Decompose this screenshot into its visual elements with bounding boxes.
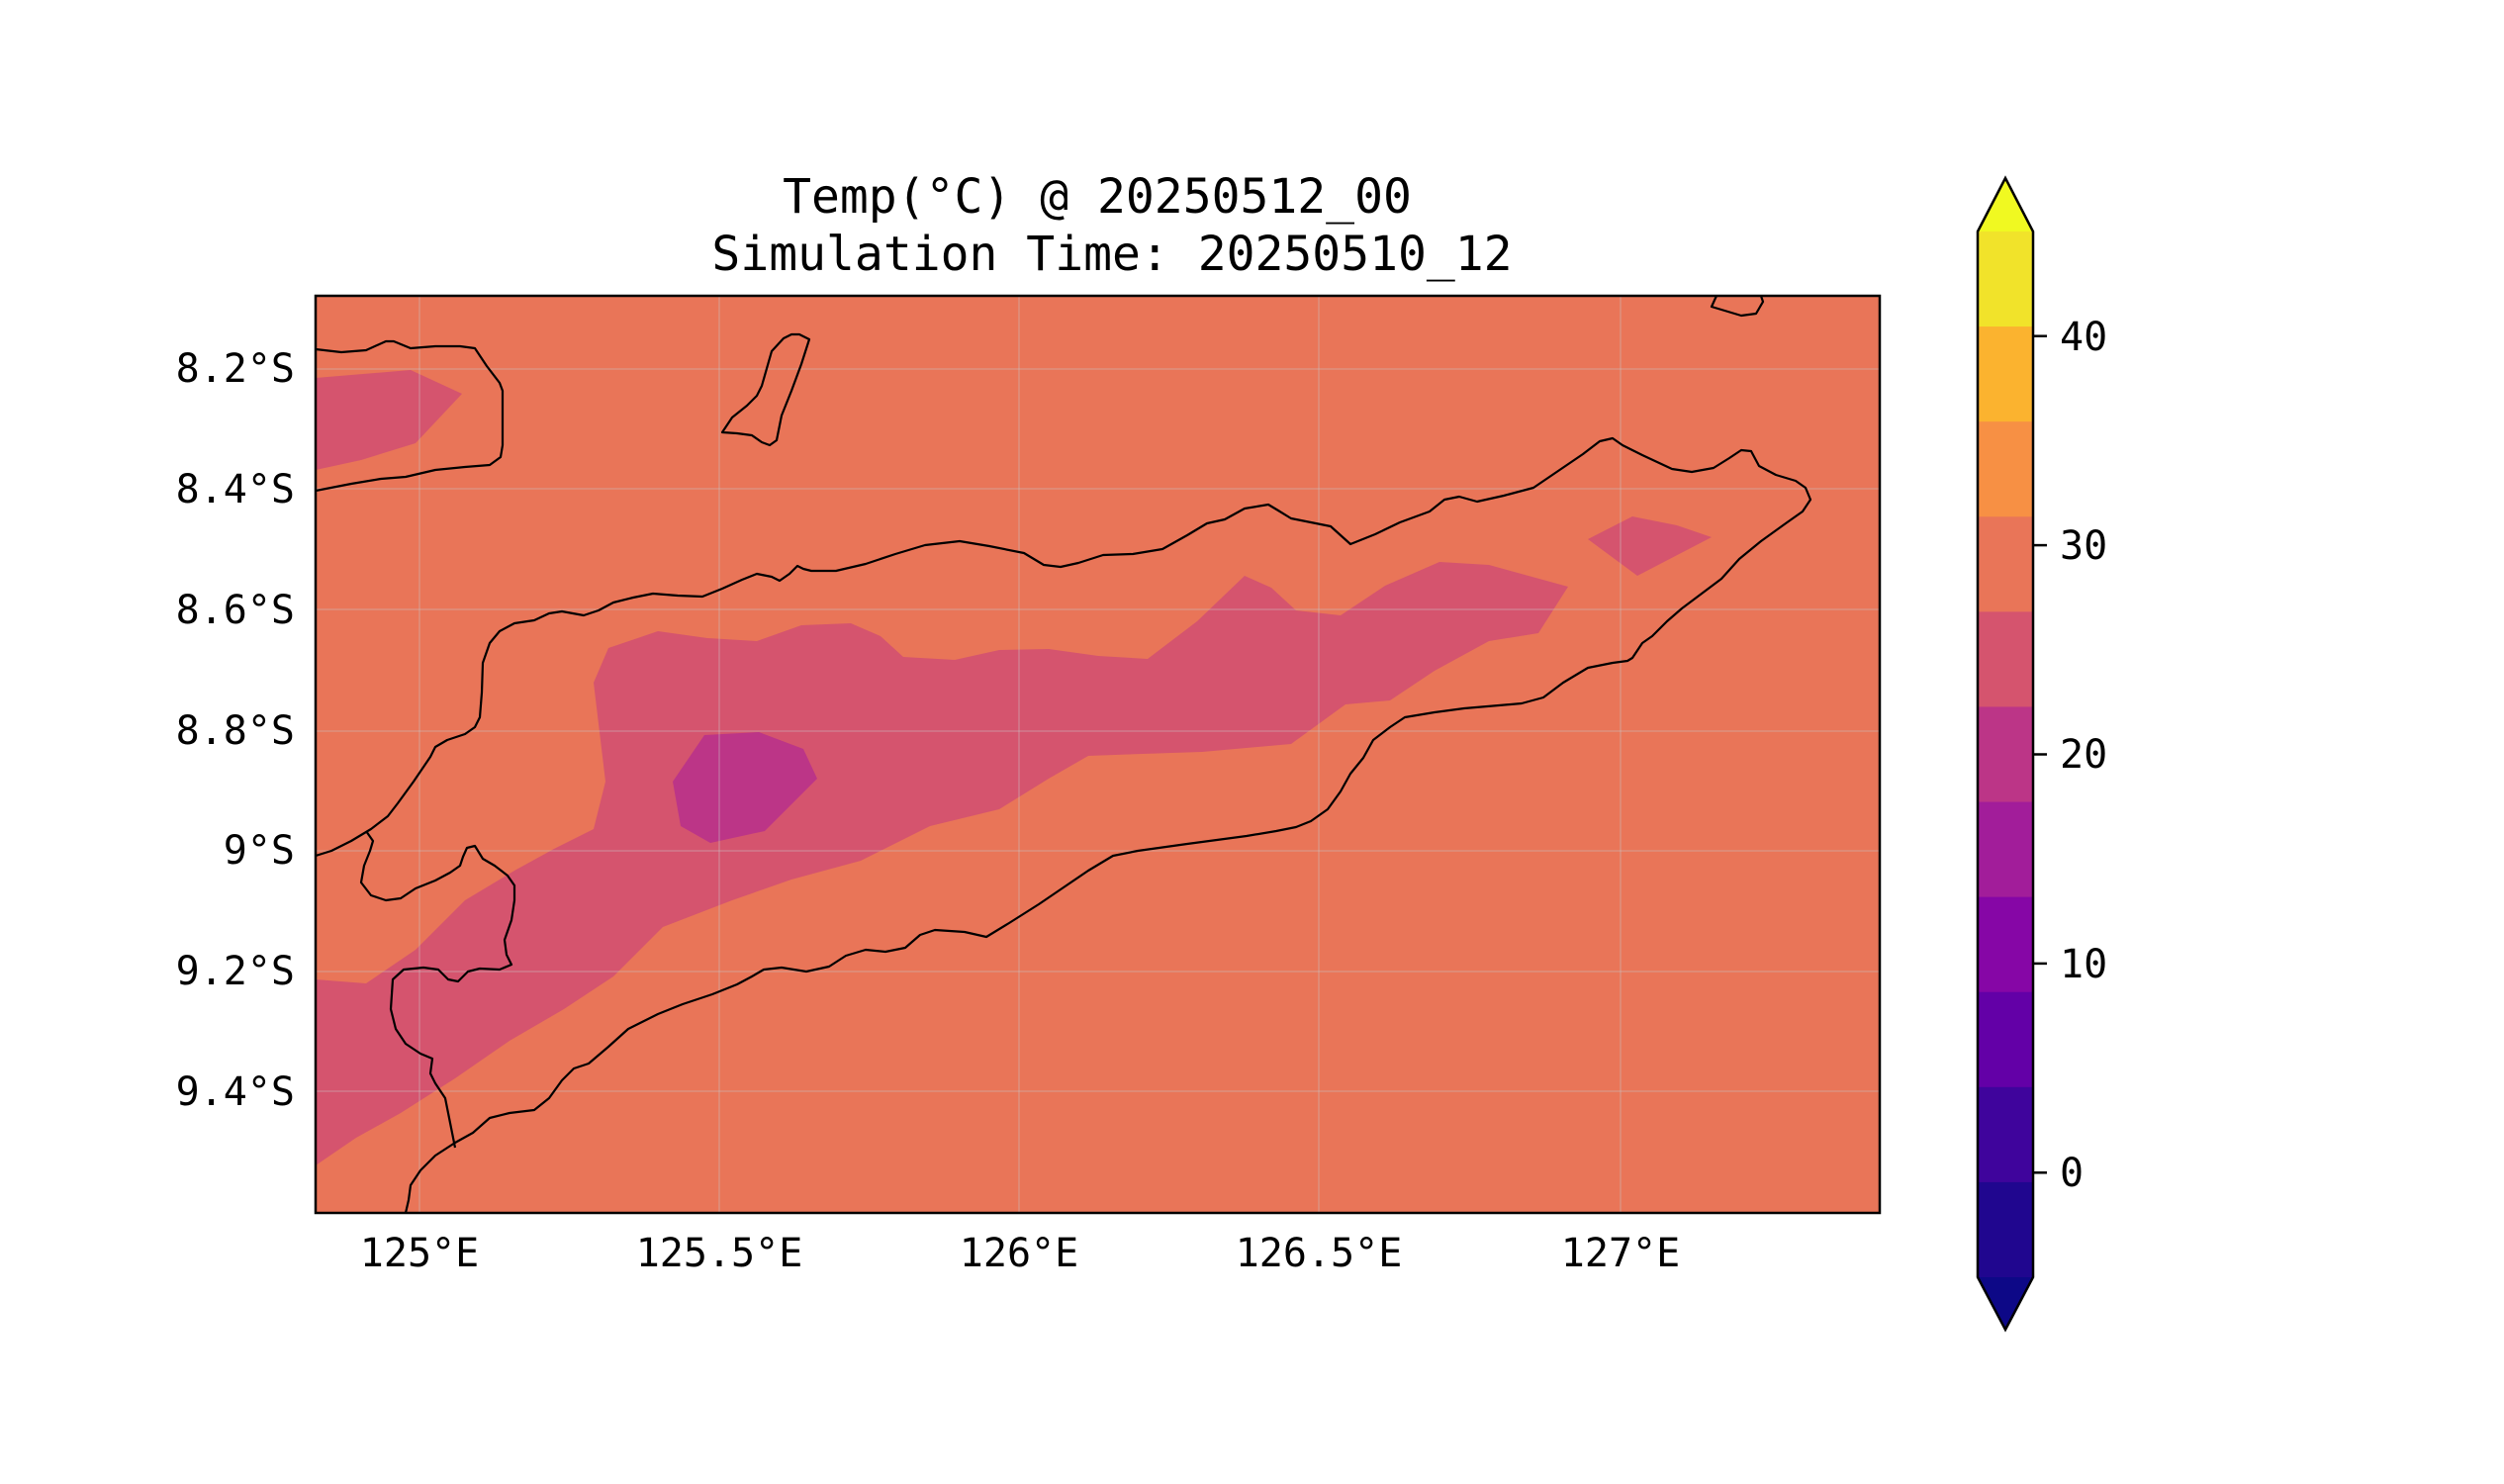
- y-tick-label: 9.4°S: [176, 1069, 295, 1115]
- coastline-border: [359, 830, 516, 1149]
- colorbar-outline: [1976, 175, 2035, 1333]
- y-tick-label: 9°S: [224, 828, 295, 874]
- y-tick-label: 8.2°S: [176, 346, 295, 392]
- coastline-island-north: [720, 332, 811, 447]
- y-tick-label: 8.6°S: [176, 588, 295, 633]
- colorbar-segment: [1978, 991, 2033, 1088]
- colorbar-tick-label: 20: [2060, 732, 2107, 778]
- x-axis: 125°E 125.5°E 126°E 126.5°E 127°E: [360, 1231, 1680, 1276]
- temperature-region-20-25-highlands: [316, 562, 1568, 1165]
- map-title-line1: Temp(°C) @ 20250512_00: [783, 169, 1412, 225]
- colorbar-extend-max: [1978, 178, 2033, 232]
- colorbar-segment: [1978, 611, 2033, 707]
- colorbar-segment: [1978, 706, 2033, 803]
- x-tick-label: 126.5°E: [1236, 1231, 1403, 1276]
- x-tick-label: 126°E: [960, 1231, 1078, 1276]
- coastline-timor: [316, 436, 1812, 1213]
- x-tick-label: 125°E: [360, 1231, 479, 1276]
- colorbar-segment: [1978, 326, 2033, 422]
- temperature-region-20-25-northwest: [316, 370, 462, 470]
- colorbar-labels: 40 30 20 10 0: [2060, 315, 2107, 1196]
- coastline-island-northwest: [316, 339, 505, 493]
- y-tick-label: 8.4°S: [176, 467, 295, 512]
- colorbar-tick-label: 10: [2060, 942, 2107, 987]
- temperature-region-20-25-east: [1588, 516, 1712, 576]
- y-tick-label: 9.2°S: [176, 949, 295, 994]
- y-tick-label: 8.8°S: [176, 708, 295, 754]
- colorbar: [1976, 175, 2047, 1333]
- colorbar-tick-label: 30: [2060, 523, 2107, 569]
- colorbar-segment: [1978, 421, 2033, 517]
- colorbar-segment: [1978, 232, 2033, 327]
- colorbar-segment: [1978, 801, 2033, 898]
- colorbar-segment: [1978, 1086, 2033, 1183]
- map-gridlines: [316, 296, 1880, 1213]
- colorbar-segment: [1978, 516, 2033, 612]
- colorbar-tick-label: 40: [2060, 315, 2107, 360]
- colorbar-tick-label: 0: [2060, 1151, 2084, 1196]
- x-tick-label: 127°E: [1561, 1231, 1680, 1276]
- map-title-line2: Simulation Time: 20250510_12: [711, 227, 1512, 282]
- colorbar-extend-min: [1978, 1277, 2033, 1330]
- colorbar-segment: [1978, 1181, 2033, 1278]
- x-tick-label: 125.5°E: [636, 1231, 803, 1276]
- coastline-island-northeast: [1710, 296, 1765, 318]
- map-frame: [314, 294, 1882, 1215]
- map-plot-area: [316, 296, 1880, 1213]
- temperature-region-15-20: [673, 732, 817, 843]
- colorbar-segment: [1978, 896, 2033, 993]
- y-axis: 8.2°S 8.4°S 8.6°S 8.8°S 9°S 9.2°S 9.4°S: [176, 346, 295, 1115]
